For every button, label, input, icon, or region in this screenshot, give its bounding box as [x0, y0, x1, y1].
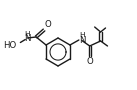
Text: O: O	[45, 20, 51, 29]
Text: N: N	[79, 36, 86, 45]
Text: H: H	[79, 32, 85, 38]
Text: HO: HO	[3, 40, 16, 50]
Text: H: H	[25, 31, 30, 37]
Text: O: O	[86, 58, 93, 67]
Text: N: N	[24, 33, 31, 42]
